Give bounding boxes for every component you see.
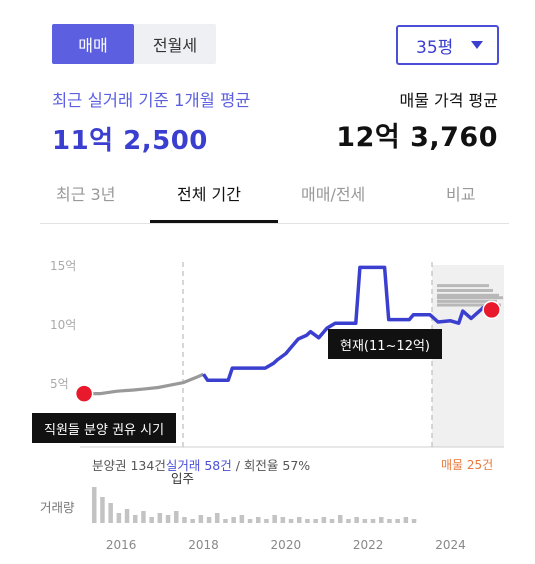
period-tabs: 최근 3년 전체 기간 매매/전세 비교 (40, 171, 509, 224)
volume-bar (206, 517, 212, 523)
volume-bar (354, 517, 359, 523)
listing-count: 매물 25건 (441, 458, 494, 472)
volume-bar (264, 519, 269, 523)
listing-range-bar (437, 293, 499, 297)
listing-average-label: 매물 가격 평균 (399, 91, 499, 110)
active-tab-indicator (150, 220, 278, 223)
volume-bar (116, 513, 122, 523)
volume-bar (149, 517, 154, 523)
volume-bar (256, 517, 261, 523)
volume-bar (223, 519, 228, 523)
volume-bar (133, 515, 138, 523)
listing-range-bar (437, 284, 489, 288)
volume-bar (124, 509, 130, 523)
volume-bars (92, 487, 417, 523)
volume-bar (379, 517, 384, 523)
volume-bar (362, 519, 368, 523)
listing-range-bar (437, 296, 503, 300)
volume-bar (165, 515, 171, 523)
listing-range-bar (437, 299, 497, 303)
volume-bar (231, 517, 236, 523)
x-tick-label: 2016 (106, 538, 137, 552)
volume-bar (182, 517, 187, 523)
x-tick-label: 2022 (353, 538, 384, 552)
tab-recent-3-years[interactable]: 최근 3년 (56, 185, 116, 204)
current-price-marker (482, 300, 501, 320)
x-tick-label: 2024 (435, 538, 466, 552)
listing-range-bar (437, 303, 501, 307)
volume-bar (108, 503, 113, 523)
volume-bar (174, 511, 179, 523)
x-tick-label: 2020 (271, 538, 302, 552)
x-tick-label: 2018 (188, 538, 219, 552)
y-tick-5: 5억 (50, 377, 69, 391)
current-price-annotation: 현재(11~12억) (328, 329, 443, 359)
tab-compare[interactable]: 비교 (446, 185, 476, 204)
recent-average-label: 최근 실거래 기준 1개월 평균 (52, 91, 251, 110)
tab-all-period[interactable]: 전체 기간 (177, 185, 241, 204)
volume-bar (346, 519, 351, 523)
volume-bar (247, 519, 253, 523)
volume-bar (288, 519, 294, 523)
deal-stats: 분양권 134건실거래 58건 / 회전율 57% (92, 455, 310, 474)
volume-bar (239, 515, 245, 523)
volume-bar (411, 519, 417, 523)
volume-bar (272, 515, 277, 523)
turnover-rate: / 회전율 57% (235, 458, 311, 473)
volume-bar (141, 511, 146, 523)
volume-label: 거래량 (40, 500, 75, 515)
volume-bar (190, 519, 195, 523)
listing-average-value: 12억 3,760 (336, 122, 498, 153)
volume-bar (297, 517, 302, 523)
presale-count: 분양권 134건 (92, 458, 166, 473)
volume-bar (305, 519, 310, 523)
volume-bar (198, 515, 204, 523)
volume-bar (215, 513, 220, 523)
event-price-marker (74, 384, 94, 403)
volume-bar (92, 487, 97, 523)
volume-bar (403, 517, 409, 523)
volume-bar (321, 517, 327, 523)
volume-bar (395, 519, 400, 523)
y-tick-15: 15억 (50, 259, 76, 273)
lease-tab-button[interactable]: 전월세 (152, 36, 198, 55)
volume-bar (313, 519, 318, 523)
y-tick-10: 10억 (50, 318, 76, 332)
volume-bar (338, 515, 343, 523)
tab-sale-lease[interactable]: 매매/전세 (301, 185, 366, 204)
listing-range-bar (437, 288, 493, 292)
occupancy-label: 입주 (171, 471, 195, 486)
real-deal-price-line (202, 265, 493, 383)
chevron-down-icon (471, 41, 483, 49)
volume-bar (329, 519, 335, 523)
volume-bar (387, 519, 392, 523)
volume-bar (100, 497, 105, 523)
listing-price-range (437, 284, 503, 307)
volume-bar (370, 519, 376, 523)
size-select-value: 35평 (416, 37, 454, 58)
event-annotation: 직원들 분양 권유 시기 (32, 413, 177, 443)
deal-type-toggle: 매매 전월세 (52, 24, 216, 64)
size-select[interactable]: 35평 (396, 25, 499, 65)
real-deal-count: 실거래 58건 (165, 458, 232, 473)
volume-bar (157, 513, 163, 523)
volume-bar (280, 517, 286, 523)
year-ticks: 2016 2018 2020 2022 2024 (106, 538, 466, 552)
recent-average-value: 11억 2,500 (52, 126, 208, 156)
listing-area-background (432, 265, 504, 447)
presale-price-line (84, 372, 205, 396)
sale-tab-button[interactable]: 매매 (52, 24, 134, 64)
